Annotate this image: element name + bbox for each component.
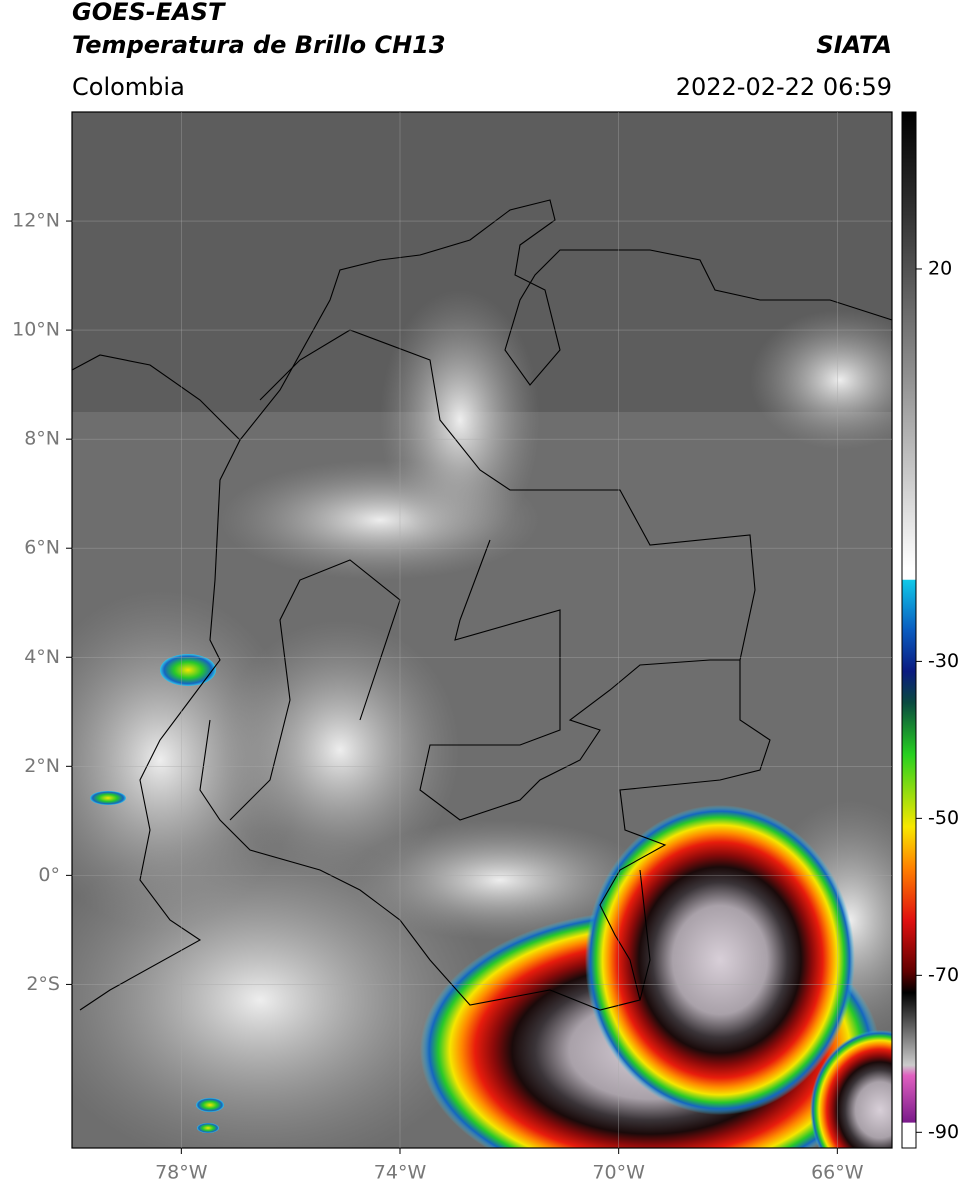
storm-edge: [810, 1030, 892, 1148]
coastline: [79, 439, 241, 1011]
cloud: [350, 820, 650, 940]
y-tick-label: 6°N: [24, 537, 60, 559]
y-tick-label: 2°S: [26, 973, 60, 995]
border: [229, 539, 740, 1001]
border: [199, 329, 771, 1011]
colorbar-tick-label: -90: [928, 1121, 959, 1143]
coastline: [72, 199, 892, 441]
cloud: [750, 310, 892, 450]
colorbar-tick-label: -70: [928, 964, 959, 986]
storm-cell: [196, 1098, 224, 1112]
cloud: [380, 290, 540, 550]
storm-cell: [197, 1123, 219, 1133]
satellite-image: [72, 112, 892, 1148]
y-tick-label: 0°: [38, 864, 60, 886]
y-tick-label: 2°N: [24, 755, 60, 777]
x-tick-label: 74°W: [374, 1162, 427, 1184]
storm-core: [585, 805, 855, 1115]
x-tick-label: 78°W: [155, 1162, 208, 1184]
x-tick-label: 66°W: [811, 1162, 864, 1184]
x-tick-label: 70°W: [592, 1162, 645, 1184]
colorbar: [901, 111, 917, 1149]
storm-cell: [160, 654, 216, 686]
colorbar-tick-label: 20: [928, 257, 952, 279]
colorbar-tick-label: -50: [928, 807, 959, 829]
subtitle: Temperatura de Brillo CH13: [72, 31, 446, 59]
region: Colombia: [72, 73, 185, 101]
storm-cell: [90, 791, 126, 805]
y-tick-label: 4°N: [24, 646, 60, 668]
colorbar-tick-label: -30: [928, 650, 959, 672]
ticks: 78°W 74°W 70°W 66°W 12°N 10°N 8°N 6°N 4°N 2°N 0° 2°…: [12, 112, 959, 1184]
title: GOES-EAST: [72, 0, 226, 26]
y-tick-label: 8°N: [24, 428, 60, 450]
plot-frame: [71, 111, 893, 1149]
y-tick-label: 10°N: [12, 319, 60, 341]
y-tick-label: 12°N: [12, 210, 60, 232]
datetime: 2022-02-22 06:59: [676, 73, 892, 101]
source: SIATA: [816, 31, 892, 59]
